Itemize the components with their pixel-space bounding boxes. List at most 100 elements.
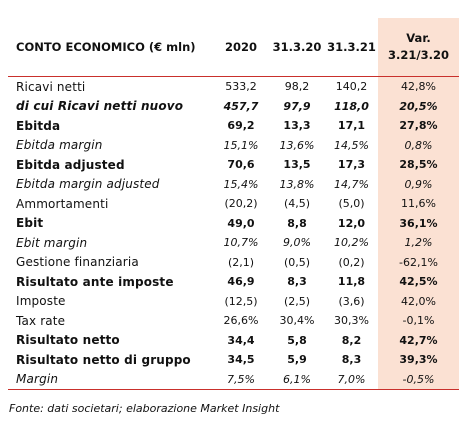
value-variation: 42,8% (401, 80, 436, 94)
value-variation: 39,3% (399, 353, 438, 367)
value-31-3-21: 8,2 (341, 333, 362, 347)
variation-column-highlight (378, 18, 459, 390)
table-row: Ebit 49,0 8,8 12,0 36,1% (8, 214, 459, 234)
value-31-3-21: 14,5% (334, 138, 369, 152)
value-31-3-21: 30,3% (334, 314, 369, 328)
value-variation: 1,2% (404, 236, 433, 250)
value-2020: 533,2 (225, 80, 257, 94)
value-31-3-20: 9,0% (283, 236, 311, 250)
value-2020: 457,7 (223, 99, 259, 113)
header-variation-line2: 3.21/3.20 (388, 48, 449, 62)
value-31-3-20: 13,6% (279, 138, 315, 152)
value-variation: 11,6% (401, 197, 436, 211)
value-2020: 34,4 (227, 333, 255, 347)
table-row: Tax rate 26,6% 30,4% 30,3% -0,1% (8, 311, 459, 331)
table-row: Gestione finanziaria (2,1) (0,5) (0,2) -62,1… (8, 253, 459, 273)
value-2020: 15,4% (223, 177, 259, 191)
value-31-3-20: 5,9 (287, 353, 307, 367)
value-variation: 28,5% (399, 158, 438, 172)
header-variation: Var. 3.21/3.20 (378, 18, 459, 77)
row-label: Ebitda margin adjusted (16, 177, 160, 192)
value-variation: 42,7% (399, 333, 438, 347)
source-note: Fonte: dati societari; elaborazione Mark… (9, 402, 280, 415)
value-2020: (20,2) (224, 197, 258, 211)
row-label: Ebitda margin (16, 138, 103, 153)
value-31-3-21: 8,3 (341, 353, 362, 367)
table-row: di cui Ricavi netti nuovo 457,7 97,9 118,0 2… (8, 97, 459, 117)
value-2020: 10,7% (223, 236, 259, 250)
value-2020: 26,6% (223, 314, 259, 328)
value-variation: 0,8% (404, 138, 433, 152)
table-row: Risultato netto 34,4 5,8 8,2 42,7% (8, 331, 459, 351)
table-row: Risultato netto di gruppo 34,5 5,9 8,3 39,3% (8, 350, 459, 370)
table-row: Ricavi netti 533,2 98,2 140,2 42,8% (8, 77, 459, 97)
value-31-3-21: 14,7% (334, 177, 369, 191)
value-31-3-20: 8,8 (287, 216, 307, 230)
value-31-3-21: (3,6) (338, 294, 365, 308)
value-variation: 36,1% (399, 216, 438, 230)
value-2020: (12,5) (224, 294, 258, 308)
row-label: Ebit margin (16, 235, 88, 250)
header-2020: 2020 (224, 40, 257, 54)
value-2020: (2,1) (227, 255, 255, 269)
header-31-3-21: 31.3.21 (327, 40, 376, 54)
row-label: Ebitda adjusted (16, 157, 125, 172)
value-variation: -62,1% (399, 255, 438, 269)
table-row: Ebitda margin 15,1% 13,6% 14,5% 0,8% (8, 136, 459, 156)
row-label: Imposte (16, 294, 66, 309)
value-2020: 46,9 (227, 275, 255, 289)
value-2020: 70,6 (227, 158, 255, 172)
value-2020: 69,2 (227, 119, 255, 133)
value-31-3-21: 11,8 (337, 275, 366, 289)
value-variation: 27,8% (399, 119, 438, 133)
value-31-3-21: (5,0) (338, 197, 365, 211)
value-variation: 0,9% (404, 177, 433, 191)
value-31-3-20: (4,5) (283, 197, 311, 211)
value-31-3-20: 6,1% (283, 372, 311, 386)
value-31-3-20: (2,5) (283, 294, 311, 308)
table-row: Ebitda margin adjusted 15,4% 13,8% 14,7% 0,9… (8, 175, 459, 195)
row-label: Margin (16, 372, 59, 387)
row-label: Ricavi netti (16, 79, 86, 94)
row-label: Risultato netto di gruppo (16, 352, 191, 367)
value-2020: 49,0 (227, 216, 255, 230)
value-variation: 20,5% (399, 99, 438, 113)
value-31-3-20: (0,5) (283, 255, 311, 269)
row-label: Ebit (16, 216, 44, 231)
table-row: Risultato ante imposte 46,9 8,3 11,8 42,5% (8, 272, 459, 292)
value-variation: 42,0% (401, 294, 436, 308)
value-variation: 42,5% (399, 275, 438, 289)
row-label: Ebitda (16, 118, 61, 133)
value-2020: 7,5% (227, 372, 255, 386)
header-31-3-20: 31.3.20 (272, 40, 322, 54)
header-label: CONTO ECONOMICO (€ mln) (16, 40, 196, 54)
row-label: Risultato ante imposte (16, 274, 174, 289)
table-header-row: CONTO ECONOMICO (€ mln) 2020 31.3.20 31.… (8, 18, 459, 77)
table-row: Ammortamenti (20,2) (4,5) (5,0) 11,6% (8, 194, 459, 214)
header-variation-line1: Var. (406, 31, 431, 45)
income-statement-table: CONTO ECONOMICO (€ mln) 2020 31.3.20 31.… (8, 18, 459, 390)
value-variation: -0,1% (402, 314, 435, 328)
value-2020: 15,1% (223, 138, 259, 152)
value-31-3-21: (0,2) (338, 255, 365, 269)
row-label: Gestione finanziaria (16, 255, 139, 270)
table-row: Ebit margin 10,7% 9,0% 10,2% 1,2% (8, 233, 459, 253)
row-label: Ammortamenti (16, 196, 109, 211)
value-variation: -0,5% (402, 372, 435, 386)
value-31-3-20: 8,3 (287, 275, 307, 289)
row-label: Tax rate (16, 313, 66, 328)
value-31-3-20: 13,8% (279, 177, 315, 191)
table-row: Margin 7,5% 6,1% 7,0% -0,5% (8, 370, 459, 390)
value-2020: 34,5 (227, 353, 255, 367)
value-31-3-21: 17,3 (337, 158, 366, 172)
value-31-3-20: 98,2 (284, 80, 310, 94)
value-31-3-20: 97,9 (283, 99, 311, 113)
table-row: Imposte (12,5) (2,5) (3,6) 42,0% (8, 292, 459, 312)
value-31-3-21: 17,1 (337, 119, 366, 133)
value-31-3-21: 118,0 (334, 99, 369, 113)
value-31-3-20: 30,4% (279, 314, 315, 328)
table-row: Ebitda 69,2 13,3 17,1 27,8% (8, 116, 459, 136)
value-31-3-20: 13,5 (283, 158, 311, 172)
value-31-3-21: 12,0 (337, 216, 366, 230)
value-31-3-20: 13,3 (283, 119, 311, 133)
